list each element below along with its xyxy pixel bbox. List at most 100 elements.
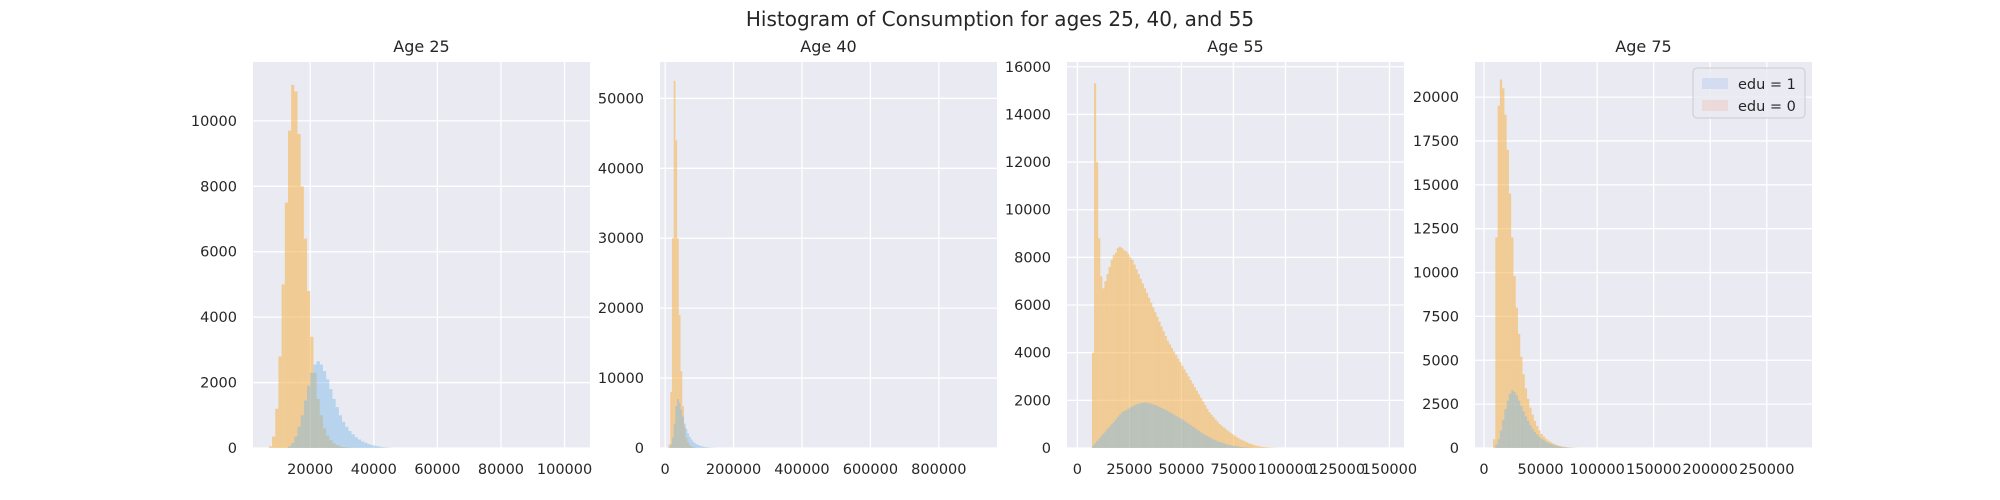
histogram-bar bbox=[1493, 439, 1496, 448]
legend: edu = 1 edu = 0 bbox=[1692, 67, 1806, 119]
histogram-bar bbox=[373, 445, 377, 448]
histogram-bar bbox=[1497, 439, 1500, 448]
histogram-bar bbox=[1168, 344, 1172, 448]
histogram-bar bbox=[1173, 414, 1176, 448]
x-tick-label: 400000 bbox=[774, 462, 829, 478]
histogram-bar bbox=[1524, 388, 1528, 448]
histogram-bar bbox=[1112, 255, 1115, 448]
histogram-bar bbox=[297, 426, 301, 448]
histogram-bar bbox=[1189, 380, 1192, 448]
histogram-bar bbox=[1183, 369, 1186, 448]
histogram-bar bbox=[1181, 419, 1184, 448]
histogram-bar bbox=[702, 446, 705, 448]
histogram-bar bbox=[690, 439, 693, 448]
histogram-bar bbox=[1511, 237, 1514, 448]
y-tick-label: 15000 bbox=[1413, 178, 1459, 194]
histogram-bar bbox=[1191, 383, 1194, 448]
legend-label: edu = 1 bbox=[1738, 77, 1796, 93]
histogram-bar bbox=[307, 290, 311, 448]
histogram-bar bbox=[1527, 420, 1530, 448]
bars-group bbox=[1493, 79, 1580, 448]
histogram-bar bbox=[1515, 395, 1518, 448]
histogram-bar bbox=[677, 399, 679, 448]
histogram-bar bbox=[1214, 419, 1217, 448]
histogram-bar bbox=[310, 372, 314, 448]
histogram-bar bbox=[682, 406, 684, 448]
histogram-bar bbox=[1210, 438, 1213, 448]
histogram-bar bbox=[1198, 394, 1201, 448]
histogram-bar bbox=[1185, 372, 1188, 448]
histogram-bar bbox=[1513, 276, 1516, 448]
histogram-bar bbox=[1513, 391, 1516, 448]
histogram-bar bbox=[1231, 445, 1234, 448]
histogram-bar bbox=[1096, 162, 1099, 448]
histogram-bar bbox=[1504, 114, 1507, 448]
histogram-bar bbox=[1237, 438, 1240, 448]
y-tick-label: 6000 bbox=[1014, 298, 1051, 314]
histogram-bar bbox=[1121, 412, 1124, 448]
histogram-bar bbox=[1262, 446, 1265, 448]
histogram-bar bbox=[1091, 352, 1095, 448]
histogram-bar bbox=[675, 406, 678, 448]
histogram-bar bbox=[1218, 442, 1221, 448]
y-tick-label: 0 bbox=[1042, 441, 1051, 457]
histogram-bar bbox=[303, 238, 308, 448]
x-tick-label: 600000 bbox=[843, 462, 898, 478]
histogram-bar bbox=[1204, 434, 1207, 448]
histogram-bar bbox=[680, 371, 683, 448]
histogram-bar bbox=[1119, 246, 1122, 448]
histogram-bar bbox=[329, 389, 333, 448]
histogram-bar bbox=[1195, 390, 1199, 448]
histogram-bar bbox=[687, 442, 690, 448]
histogram-bar bbox=[695, 444, 698, 448]
histogram-bar bbox=[668, 444, 671, 448]
histogram-bar bbox=[1200, 432, 1203, 448]
histogram-bar bbox=[1177, 417, 1180, 448]
histogram-bar bbox=[316, 398, 320, 448]
x-tick-label: 125000 bbox=[1310, 462, 1365, 478]
histogram-bar bbox=[1556, 446, 1559, 448]
y-tick-label: 17500 bbox=[1413, 134, 1459, 150]
histogram-bar bbox=[338, 415, 343, 448]
histogram-bar bbox=[1204, 405, 1207, 448]
histogram-bar bbox=[1137, 403, 1140, 448]
histogram-bar bbox=[1129, 407, 1132, 448]
histogram-bar bbox=[1175, 415, 1178, 448]
histogram-bar bbox=[1160, 326, 1163, 448]
histogram-bar bbox=[678, 315, 681, 448]
histogram-bar bbox=[1542, 440, 1546, 448]
y-tick-label: 6000 bbox=[200, 245, 237, 261]
histogram-bar bbox=[1495, 237, 1498, 448]
histogram-bar bbox=[354, 437, 358, 448]
histogram-bar bbox=[1202, 433, 1205, 448]
y-tick-label: 12000 bbox=[1005, 155, 1051, 171]
histogram-bar bbox=[1250, 443, 1253, 448]
histogram-bar bbox=[357, 439, 362, 448]
y-tick-label: 10000 bbox=[1413, 266, 1459, 282]
histogram-bar bbox=[319, 364, 323, 448]
histogram-bar bbox=[685, 429, 688, 448]
histogram-bar bbox=[300, 186, 304, 448]
histogram-bar bbox=[1206, 408, 1209, 448]
histogram-bar bbox=[1139, 403, 1142, 448]
histogram-bar bbox=[1125, 251, 1128, 448]
y-tick-label: 50000 bbox=[598, 91, 644, 107]
histogram-bar bbox=[287, 446, 292, 448]
histogram-bar bbox=[1235, 436, 1238, 448]
histogram-bar bbox=[682, 416, 684, 448]
histogram-bar bbox=[278, 356, 282, 448]
histogram-bar bbox=[1542, 436, 1546, 448]
histogram-bar bbox=[1233, 445, 1236, 448]
histogram-bar bbox=[1119, 414, 1122, 448]
x-tick-label: 150000 bbox=[1362, 462, 1417, 478]
histogram-bar bbox=[1549, 443, 1552, 448]
histogram-bar bbox=[361, 441, 365, 448]
histogram-bar bbox=[1127, 253, 1130, 448]
y-tick-label: 4000 bbox=[1014, 346, 1051, 362]
histogram-bar bbox=[1181, 365, 1184, 448]
x-tick-label: 800000 bbox=[911, 462, 966, 478]
x-tick-label: 0 bbox=[1073, 462, 1082, 478]
histogram-bar bbox=[680, 409, 683, 448]
histogram-bar bbox=[291, 443, 295, 448]
